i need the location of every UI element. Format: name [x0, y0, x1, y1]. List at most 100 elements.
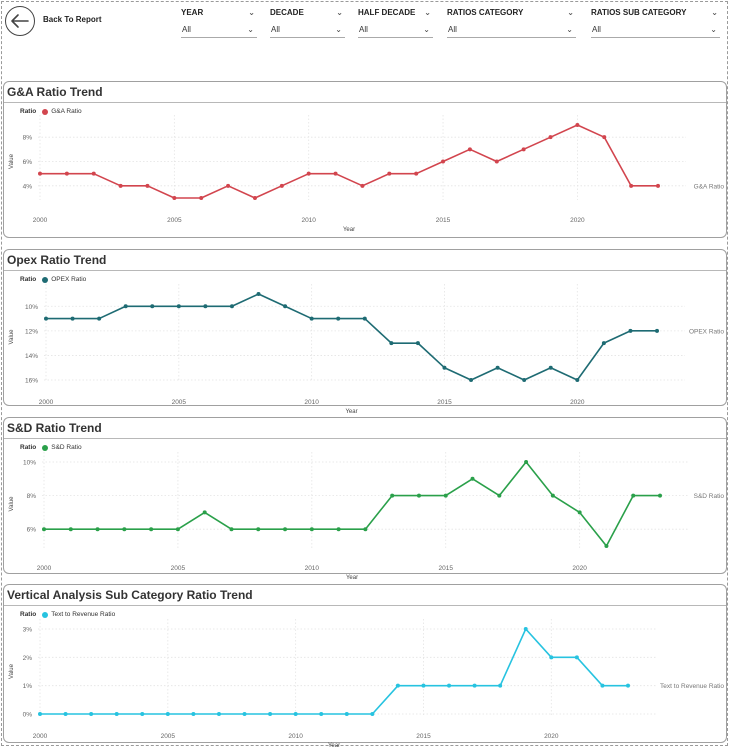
data-point[interactable]: [469, 378, 474, 382]
data-point[interactable]: [283, 527, 288, 532]
data-point[interactable]: [64, 171, 69, 176]
slicer-ratios-sub-category[interactable]: RATIOS SUB CATEGORY ⌄ All ⌄: [591, 8, 720, 38]
data-point[interactable]: [38, 712, 42, 716]
data-point[interactable]: [149, 527, 154, 532]
data-point[interactable]: [360, 183, 365, 188]
data-point[interactable]: [441, 159, 446, 164]
data-point[interactable]: [601, 341, 606, 346]
data-point[interactable]: [202, 510, 207, 515]
data-point[interactable]: [68, 527, 73, 532]
legend-item[interactable]: S&D Ratio: [51, 444, 82, 451]
data-point[interactable]: [442, 365, 447, 370]
data-point[interactable]: [575, 378, 580, 382]
data-point[interactable]: [63, 712, 68, 716]
data-point[interactable]: [548, 365, 553, 370]
slicer-dropdown[interactable]: All ⌄: [447, 23, 576, 38]
series-line[interactable]: [40, 628, 628, 715]
data-point[interactable]: [549, 655, 554, 660]
legend-item[interactable]: Text to Revenue Ratio: [51, 611, 116, 618]
data-point[interactable]: [229, 304, 234, 309]
slicer-dropdown[interactable]: All ⌄: [358, 23, 433, 38]
back-label[interactable]: Back To Report: [43, 15, 102, 24]
data-point[interactable]: [123, 304, 128, 309]
data-point[interactable]: [309, 527, 314, 532]
data-point[interactable]: [467, 147, 472, 152]
data-point[interactable]: [279, 183, 284, 188]
data-point[interactable]: [497, 493, 502, 498]
data-point[interactable]: [414, 171, 419, 176]
data-point[interactable]: [522, 378, 527, 382]
data-point[interactable]: [548, 135, 553, 140]
data-point[interactable]: [390, 493, 395, 498]
data-point[interactable]: [447, 683, 452, 688]
data-point[interactable]: [604, 544, 609, 548]
data-point[interactable]: [336, 316, 341, 321]
data-point[interactable]: [628, 328, 633, 333]
legend-item[interactable]: G&A Ratio: [51, 108, 82, 115]
data-point[interactable]: [256, 527, 261, 532]
data-point[interactable]: [387, 171, 392, 176]
data-point[interactable]: [658, 493, 662, 498]
slicer-half-decade[interactable]: HALF DECADE ⌄ All ⌄: [358, 8, 433, 38]
data-point[interactable]: [191, 712, 196, 716]
data-point[interactable]: [229, 527, 234, 532]
data-point[interactable]: [268, 712, 273, 716]
data-point[interactable]: [199, 196, 204, 200]
back-button[interactable]: [5, 6, 35, 36]
chevron-down-icon[interactable]: ⌄: [336, 8, 343, 17]
data-point[interactable]: [122, 527, 127, 532]
data-point[interactable]: [363, 527, 368, 532]
data-point[interactable]: [524, 460, 529, 464]
data-point[interactable]: [498, 683, 503, 688]
data-point[interactable]: [602, 135, 607, 140]
data-point[interactable]: [523, 627, 528, 631]
data-point[interactable]: [333, 171, 338, 176]
data-point[interactable]: [172, 196, 177, 200]
data-point[interactable]: [203, 304, 208, 309]
data-point[interactable]: [89, 712, 94, 716]
data-point[interactable]: [175, 527, 180, 532]
line-chart-vertical-analysis[interactable]: 0% 1% 2% 3% 2000 2005 2010 2015 2020 Year Value Tex…: [4, 585, 726, 749]
data-point[interactable]: [256, 292, 261, 296]
data-point[interactable]: [252, 196, 257, 200]
series-line[interactable]: [40, 124, 658, 199]
data-point[interactable]: [629, 183, 634, 188]
slicer-year[interactable]: YEAR ⌄ All ⌄: [181, 8, 257, 38]
data-point[interactable]: [165, 712, 170, 716]
data-point[interactable]: [336, 527, 341, 532]
data-point[interactable]: [44, 316, 48, 321]
data-point[interactable]: [577, 510, 582, 515]
slicer-dropdown[interactable]: All ⌄: [591, 23, 720, 38]
data-point[interactable]: [42, 527, 46, 532]
data-point[interactable]: [309, 316, 314, 321]
chevron-down-icon[interactable]: ⌄: [424, 8, 431, 17]
data-point[interactable]: [575, 123, 580, 127]
slicer-dropdown[interactable]: All ⌄: [181, 23, 257, 38]
data-point[interactable]: [443, 493, 448, 498]
data-point[interactable]: [38, 171, 42, 176]
data-point[interactable]: [395, 683, 400, 688]
data-point[interactable]: [95, 527, 100, 532]
series-line[interactable]: [46, 293, 657, 381]
data-point[interactable]: [472, 683, 477, 688]
series-line[interactable]: [44, 461, 660, 547]
slicer-dropdown[interactable]: All ⌄: [270, 23, 345, 38]
chevron-down-icon[interactable]: ⌄: [248, 8, 255, 17]
data-point[interactable]: [306, 171, 311, 176]
data-point[interactable]: [242, 712, 247, 716]
data-point[interactable]: [656, 183, 660, 188]
data-point[interactable]: [550, 493, 555, 498]
chevron-down-icon[interactable]: ⌄: [711, 8, 718, 17]
data-point[interactable]: [150, 304, 155, 309]
data-point[interactable]: [495, 365, 500, 370]
data-point[interactable]: [470, 476, 475, 481]
data-point[interactable]: [370, 712, 375, 716]
data-point[interactable]: [91, 171, 96, 176]
data-point[interactable]: [140, 712, 145, 716]
data-point[interactable]: [226, 183, 231, 188]
data-point[interactable]: [176, 304, 181, 309]
data-point[interactable]: [655, 328, 659, 333]
data-point[interactable]: [118, 183, 123, 188]
